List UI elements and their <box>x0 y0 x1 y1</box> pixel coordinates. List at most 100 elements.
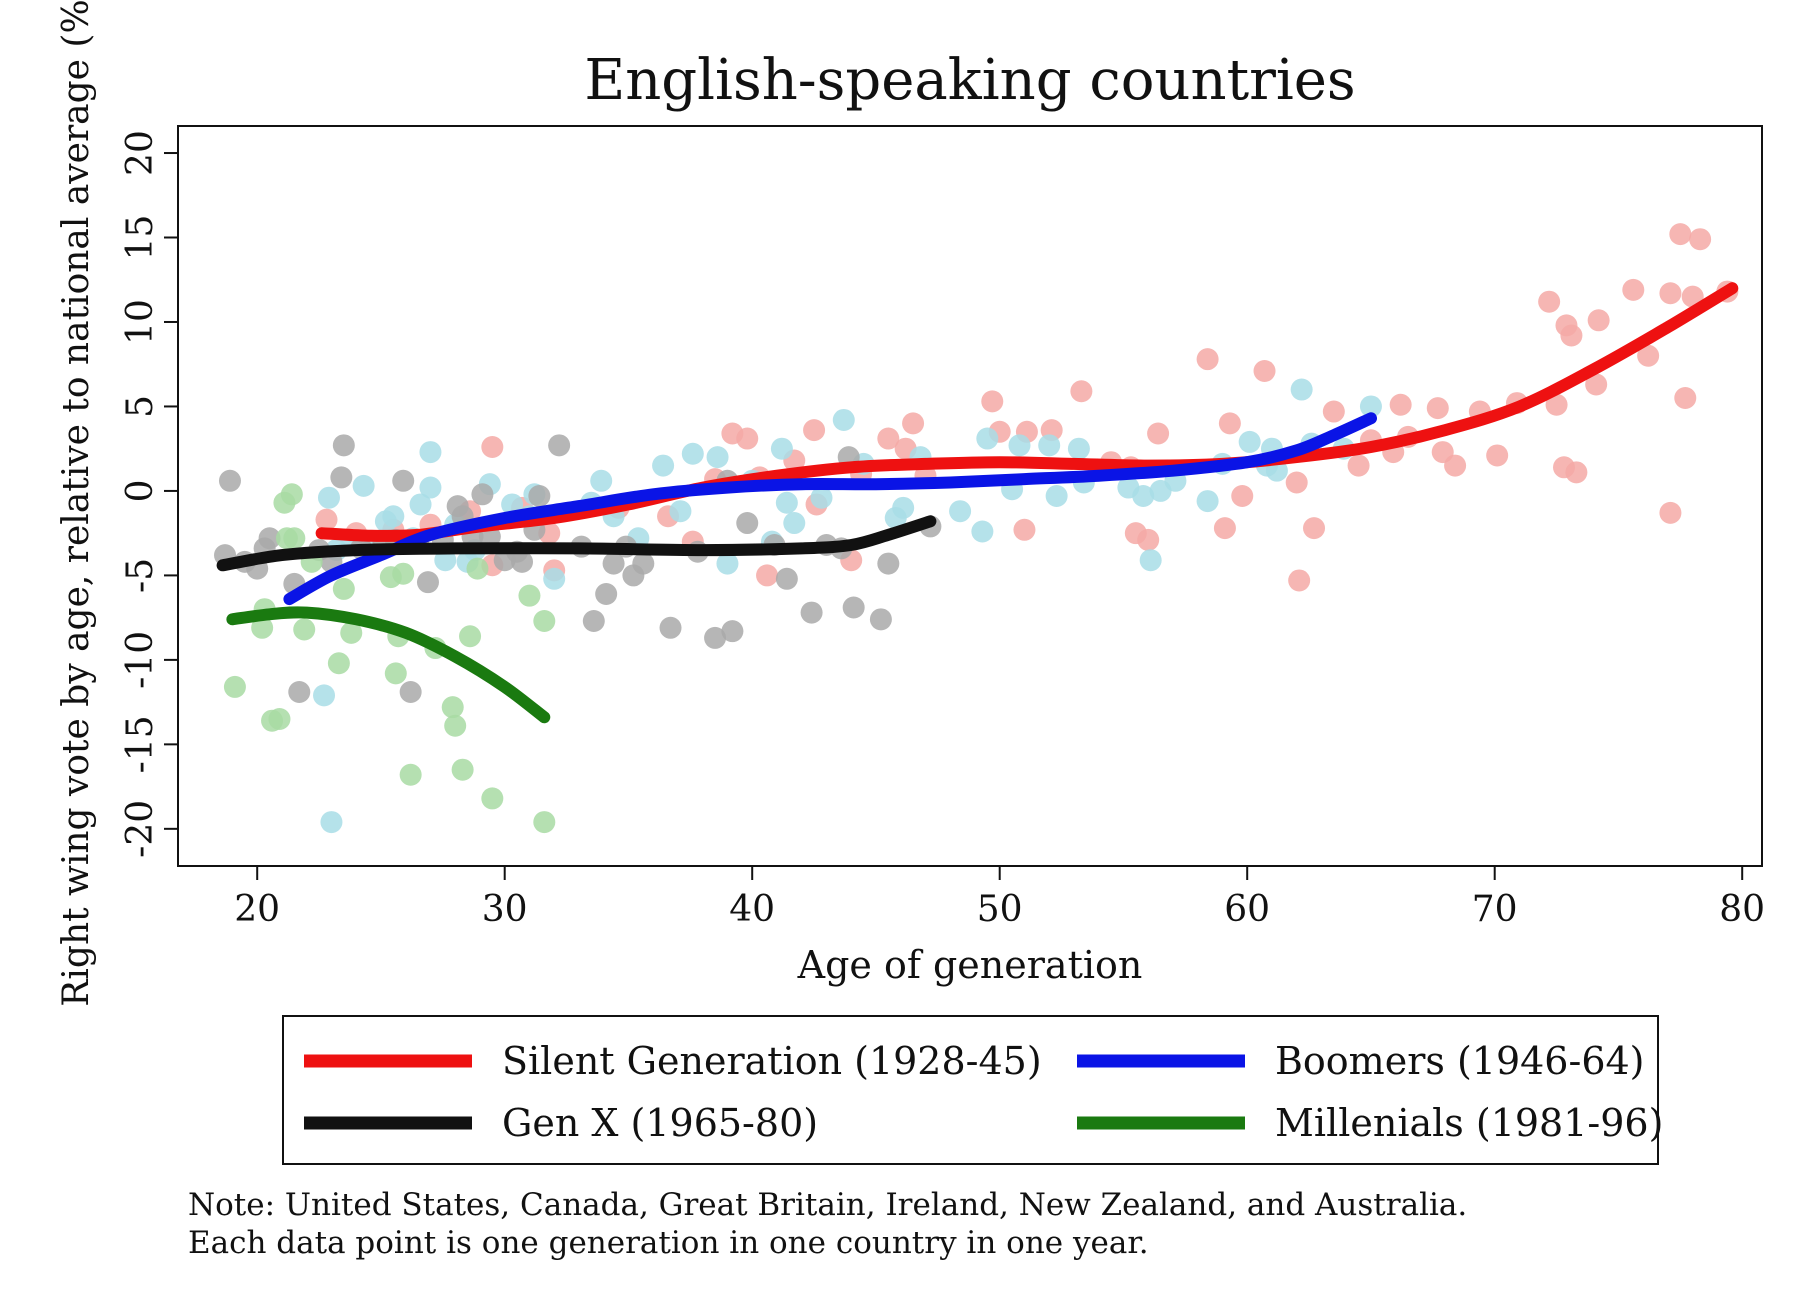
data-point-silent-generation-1928-45-15 <box>736 427 759 450</box>
data-point-millenials-1981-96-12 <box>332 577 355 600</box>
legend-box <box>282 1015 1659 1165</box>
data-point-millenials-1981-96-20 <box>441 696 464 719</box>
data-point-boomers-1946-64-38 <box>892 496 915 519</box>
data-point-silent-generation-1928-45-56 <box>1486 444 1509 467</box>
data-point-millenials-1981-96-9 <box>293 618 316 641</box>
y-tick-label-20: 20 <box>120 130 161 176</box>
data-point-silent-generation-1928-45-70 <box>1669 223 1692 246</box>
data-point-gen-x-1965-80-40 <box>704 626 727 649</box>
data-point-silent-generation-1928-45-38 <box>1196 348 1219 371</box>
y-tick-label--20: -20 <box>120 800 161 858</box>
legend: Silent Generation (1928-45) Boomers (1946… <box>304 1039 1663 1145</box>
data-point-boomers-1946-64-24 <box>652 454 675 477</box>
data-point-gen-x-1965-80-51 <box>869 608 892 631</box>
data-point-gen-x-1965-80-38 <box>659 616 682 639</box>
x-tick-label-30: 30 <box>482 889 528 930</box>
y-tick-label--15: -15 <box>120 715 161 773</box>
y-axis-label: Right wing vote by age, relative to nati… <box>56 0 97 1007</box>
data-point-millenials-1981-96-0 <box>223 675 246 698</box>
data-point-millenials-1981-96-24 <box>466 557 489 580</box>
data-point-silent-generation-1928-45-23 <box>877 427 900 450</box>
chart-title: English-speaking countries <box>584 48 1355 113</box>
data-point-silent-generation-1928-45-47 <box>1347 454 1370 477</box>
data-point-silent-generation-1928-45-71 <box>1674 387 1697 410</box>
data-point-millenials-1981-96-8 <box>283 527 306 550</box>
data-point-millenials-1981-96-11 <box>327 652 350 675</box>
data-point-gen-x-1965-80-27 <box>511 550 534 573</box>
axes: 20 30 40 50 60 70 80 -20 -15 -10 -5 0 5 10 15 20 <box>120 130 1765 930</box>
x-axis-label: Age of generation <box>797 943 1143 987</box>
data-point-silent-generation-1928-45-32 <box>1070 380 1093 403</box>
data-point-boomers-1946-64-10 <box>419 476 442 499</box>
data-point-millenials-1981-96-17 <box>392 562 415 585</box>
data-point-silent-generation-1928-45-59 <box>1545 393 1568 416</box>
note-line-2: Each data point is one generation in one… <box>188 1225 1149 1261</box>
data-point-boomers-1946-64-64 <box>1359 395 1382 418</box>
data-point-boomers-1946-64-40 <box>949 500 972 523</box>
data-point-gen-x-1965-80-52 <box>877 552 900 575</box>
trend-line-silent-generation-1928-45 <box>315 282 1739 542</box>
data-point-silent-generation-1928-45-66 <box>1622 278 1645 301</box>
y-tick-label--5: -5 <box>120 558 161 593</box>
x-tick-label-70: 70 <box>1472 889 1518 930</box>
data-point-gen-x-1965-80-15 <box>392 469 415 492</box>
data-point-boomers-1946-64-6 <box>382 505 405 528</box>
data-point-gen-x-1965-80-42 <box>721 620 744 643</box>
data-point-silent-generation-1928-45-58 <box>1538 290 1561 313</box>
data-point-silent-generation-1928-45-41 <box>1231 485 1254 507</box>
data-point-boomers-1946-64-44 <box>1008 434 1031 457</box>
data-point-gen-x-1965-80-32 <box>582 610 605 633</box>
data-point-gen-x-1965-80-7 <box>288 680 311 703</box>
data-point-gen-x-1965-80-34 <box>602 552 625 575</box>
data-point-millenials-1981-96-13 <box>340 621 363 644</box>
data-point-silent-generation-1928-45-27 <box>981 390 1004 413</box>
data-point-gen-x-1965-80-18 <box>416 571 439 594</box>
x-tick-label-50: 50 <box>977 889 1023 930</box>
data-point-gen-x-1965-80-11 <box>332 434 355 457</box>
data-point-boomers-1946-64-61 <box>1290 378 1313 401</box>
data-point-extra-0 <box>320 811 343 834</box>
y-tick-label--10: -10 <box>120 631 161 689</box>
data-point-boomers-1946-64-46 <box>1045 485 1068 507</box>
data-point-silent-generation-1928-45-40 <box>1218 412 1241 435</box>
data-point-millenials-1981-96-21 <box>444 714 467 737</box>
data-point-silent-generation-1928-45-5 <box>481 436 504 459</box>
data-point-silent-generation-1928-45-37 <box>1147 422 1170 445</box>
legend-label-millenials-1981-96: Millenials (1981-96) <box>1275 1101 1663 1145</box>
data-point-millenials-1981-96-22 <box>451 758 474 781</box>
data-point-extra-1 <box>313 684 336 707</box>
data-point-silent-generation-1928-45-64 <box>1587 309 1610 332</box>
data-point-gen-x-1965-80-23 <box>471 483 494 506</box>
data-point-boomers-1946-64-57 <box>1238 430 1261 453</box>
trend-line-millenials-1981-96 <box>226 606 551 724</box>
data-point-boomers-1946-64-52 <box>1139 549 1162 572</box>
data-point-millenials-1981-96-18 <box>399 763 422 786</box>
data-point-millenials-1981-96-27 <box>533 610 556 633</box>
data-point-silent-generation-1928-45-17 <box>756 564 779 587</box>
data-point-silent-generation-1928-45-54 <box>1444 454 1467 477</box>
data-point-boomers-1946-64-3 <box>352 474 375 497</box>
data-point-silent-generation-1928-45-52 <box>1426 397 1449 420</box>
data-point-gen-x-1965-80-5 <box>258 527 281 550</box>
data-point-millenials-1981-96-28 <box>533 811 556 834</box>
data-point-millenials-1981-96-26 <box>518 584 541 607</box>
data-point-boomers-1946-64-55 <box>1196 490 1219 513</box>
data-point-gen-x-1965-80-45 <box>775 567 798 590</box>
trend-line-boomers-1946-64 <box>283 412 1377 606</box>
data-point-boomers-1946-64-51 <box>1132 485 1155 507</box>
data-point-silent-generation-1928-45-36 <box>1137 528 1160 551</box>
trend-line-gen-x-1965-80 <box>216 515 937 572</box>
y-tick-label-5: 5 <box>120 395 161 418</box>
data-point-millenials-1981-96-1 <box>251 616 274 639</box>
data-point-boomers-1946-64-0 <box>317 486 340 509</box>
data-point-silent-generation-1928-45-39 <box>1213 517 1236 540</box>
data-point-millenials-1981-96-25 <box>481 787 504 810</box>
data-point-gen-x-1965-80-10 <box>330 466 353 489</box>
data-point-silent-generation-1928-45-73 <box>1689 228 1712 251</box>
data-point-silent-generation-1928-45-29 <box>1013 518 1036 541</box>
data-point-gen-x-1965-80-33 <box>595 582 618 605</box>
data-point-silent-generation-1928-45-44 <box>1288 569 1311 592</box>
x-tick-label-20: 20 <box>234 889 280 930</box>
data-point-gen-x-1965-80-46 <box>800 601 823 624</box>
